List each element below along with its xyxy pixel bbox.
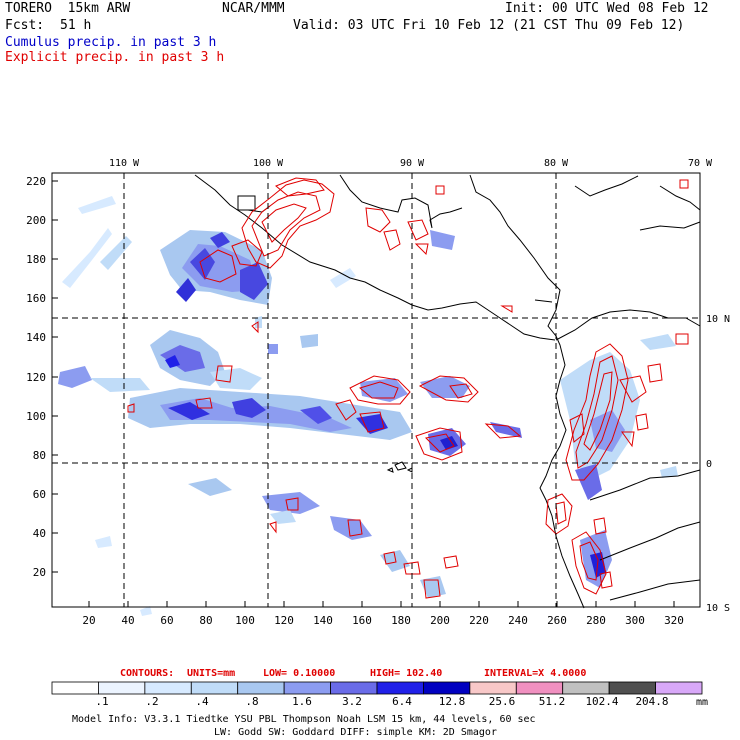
x-tick-label: 200 <box>430 614 450 627</box>
colorbar-label: .8 <box>245 695 258 708</box>
x-tick-label: 40 <box>121 614 134 627</box>
colorbar-box <box>515 681 564 695</box>
lat-lon-grid <box>52 173 700 607</box>
explicit-precip-contours <box>127 177 689 599</box>
lat-label-0: 0 <box>706 459 712 470</box>
colorbar-box <box>376 681 424 695</box>
lon-label-80w: 80 W <box>544 158 569 169</box>
axis-ticks <box>52 180 675 607</box>
map-frame <box>51 172 701 608</box>
y-tick-label: 80 <box>33 449 46 462</box>
colorbar-label: 3.2 <box>342 695 362 708</box>
x-tick-label: 120 <box>274 614 294 627</box>
colorbar-box <box>469 681 517 695</box>
x-tick-label: 220 <box>469 614 489 627</box>
y-tick-label: 200 <box>26 214 46 227</box>
colorbar-label: .2 <box>145 695 158 708</box>
x-tick-label: 60 <box>160 614 173 627</box>
lon-label-110w: 110 W <box>109 158 140 169</box>
colorbar-box <box>51 681 99 695</box>
x-tick-label: 320 <box>664 614 684 627</box>
colorbar-label: 102.4 <box>585 695 618 708</box>
contour-info-low: LOW= 0.10000 <box>263 668 335 679</box>
contour-info-units: UNITS=mm <box>187 668 235 679</box>
y-tick-label: 40 <box>33 527 46 540</box>
colorbar-label: 6.4 <box>392 695 412 708</box>
contour-info-label: CONTOURS: <box>120 668 174 679</box>
lat-label-10s: 10 S <box>706 603 730 614</box>
x-tick-label: 140 <box>313 614 333 627</box>
x-tick-label: 20 <box>82 614 95 627</box>
colorbar-unit: mm <box>696 697 708 708</box>
colorbar-label: 25.6 <box>489 695 516 708</box>
cumulus-precip-shading <box>58 196 678 616</box>
colorbar <box>51 681 703 695</box>
colorbar-box <box>655 681 703 695</box>
contour-info-high: HIGH= 102.40 <box>370 668 442 679</box>
colorbar-label: .1 <box>95 695 108 708</box>
lon-label-90w: 90 W <box>400 158 425 169</box>
forecast-hours: 51 h <box>60 18 92 33</box>
colorbar-box <box>237 681 285 695</box>
colorbar-label: 204.8 <box>635 695 668 708</box>
colorbar-box <box>283 681 331 695</box>
colorbar-box <box>562 681 610 695</box>
org-name: NCAR/MMM <box>222 1 285 16</box>
y-tick-label: 20 <box>33 566 46 579</box>
x-tick-label: 240 <box>508 614 528 627</box>
x-tick-label: 300 <box>625 614 645 627</box>
x-tick-label: 80 <box>199 614 212 627</box>
y-tick-label: 120 <box>26 371 46 384</box>
contour-info-interval: INTERVAL=X 4.0000 <box>484 668 586 679</box>
x-tick-label: 160 <box>352 614 372 627</box>
y-tick-label: 140 <box>26 331 46 344</box>
colorbar-label: 12.8 <box>439 695 466 708</box>
colorbar-label: 51.2 <box>539 695 566 708</box>
colorbar-box <box>144 681 192 695</box>
y-tick-label: 100 <box>26 410 46 423</box>
colorbar-label: .4 <box>195 695 209 708</box>
y-tick-label: 220 <box>26 175 46 188</box>
cumulus-field-label: Cumulus precip. in past 3 h <box>5 35 217 50</box>
coastline <box>194 174 701 609</box>
model-name: TORERO 15km ARW <box>5 1 131 16</box>
colorbar-box <box>423 681 471 695</box>
forecast-label: Fcst: <box>5 18 45 33</box>
colorbar-box <box>608 681 656 695</box>
y-tick-label: 180 <box>26 253 46 266</box>
model-info-line1: Model Info: V3.3.1 Tiedtke YSU PBL Thomp… <box>72 714 536 725</box>
colorbar-box <box>98 681 146 695</box>
x-tick-label: 280 <box>586 614 606 627</box>
x-tick-label: 260 <box>547 614 567 627</box>
explicit-field-label: Explicit precip. in past 3 h <box>5 50 225 65</box>
x-tick-label: 100 <box>235 614 255 627</box>
x-tick-label: 180 <box>391 614 411 627</box>
init-time: Init: 00 UTC Wed 08 Feb 12 <box>505 1 709 16</box>
colorbar-box <box>190 681 239 695</box>
y-tick-label: 60 <box>33 488 46 501</box>
model-info-line2: LW: Godd SW: Goddard DIFF: simple KM: 2D… <box>214 727 497 738</box>
y-tick-label: 160 <box>26 292 46 305</box>
lat-label-10n: 10 N <box>706 314 730 325</box>
lon-label-100w: 100 W <box>253 158 284 169</box>
colorbar-box <box>330 681 378 695</box>
valid-time: Valid: 03 UTC Fri 10 Feb 12 (21 CST Thu … <box>293 18 685 33</box>
lon-label-70w: 70 W <box>688 158 713 169</box>
colorbar-label: 1.6 <box>292 695 312 708</box>
